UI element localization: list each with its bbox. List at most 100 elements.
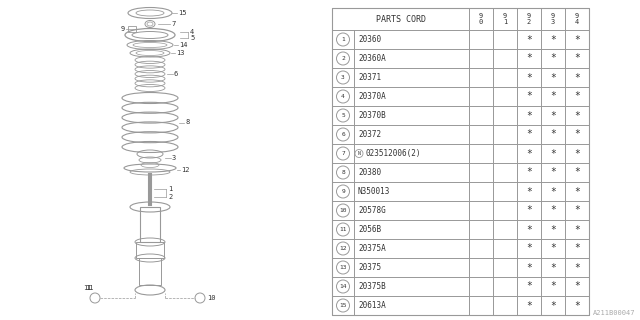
Bar	[541, 125, 565, 144]
Text: 12: 12	[339, 246, 347, 251]
Bar	[354, 182, 469, 201]
Bar	[332, 8, 469, 30]
Text: *: *	[574, 148, 580, 158]
Text: *: *	[550, 205, 556, 215]
Bar	[469, 182, 493, 201]
Text: 14: 14	[179, 42, 188, 48]
Text: 11: 11	[83, 285, 92, 291]
Bar	[493, 106, 517, 125]
Bar	[493, 277, 517, 296]
Bar	[541, 144, 565, 163]
Bar	[469, 163, 493, 182]
Bar	[517, 30, 541, 49]
Text: 15: 15	[339, 303, 347, 308]
Text: *: *	[526, 300, 532, 310]
Text: 6: 6	[174, 71, 179, 77]
Bar	[517, 49, 541, 68]
Bar	[565, 87, 589, 106]
Bar	[354, 258, 469, 277]
Bar	[565, 8, 589, 30]
Bar	[565, 201, 589, 220]
Bar	[517, 239, 541, 258]
Bar	[354, 277, 469, 296]
Text: *: *	[550, 225, 556, 235]
Bar	[469, 87, 493, 106]
Text: *: *	[574, 244, 580, 253]
Bar	[517, 125, 541, 144]
Text: 1: 1	[341, 37, 345, 42]
Text: 2056B: 2056B	[358, 225, 381, 234]
Text: 6: 6	[341, 132, 345, 137]
Text: *: *	[526, 73, 532, 83]
Bar	[565, 296, 589, 315]
Text: *: *	[550, 35, 556, 44]
Text: 10: 10	[207, 295, 216, 301]
Text: 15: 15	[178, 10, 186, 16]
Text: *: *	[574, 35, 580, 44]
Bar	[332, 258, 354, 277]
Bar	[541, 182, 565, 201]
Bar	[332, 30, 354, 49]
Bar	[541, 8, 565, 30]
Bar	[332, 106, 354, 125]
Bar	[565, 30, 589, 49]
Text: *: *	[526, 92, 532, 101]
Text: *: *	[526, 110, 532, 121]
Text: *: *	[574, 187, 580, 196]
Bar	[565, 239, 589, 258]
Text: *: *	[550, 262, 556, 273]
Text: *: *	[550, 282, 556, 292]
Text: 4: 4	[341, 94, 345, 99]
Bar	[517, 220, 541, 239]
Bar	[332, 87, 354, 106]
Bar	[128, 26, 136, 32]
Bar	[354, 144, 469, 163]
Text: 10: 10	[339, 208, 347, 213]
Bar	[332, 49, 354, 68]
Text: *: *	[574, 205, 580, 215]
Bar	[541, 220, 565, 239]
Text: 023512006(2): 023512006(2)	[365, 149, 420, 158]
Text: 4: 4	[190, 29, 195, 35]
Text: 9: 9	[341, 189, 345, 194]
Text: *: *	[526, 187, 532, 196]
Text: 8: 8	[341, 170, 345, 175]
Bar	[541, 106, 565, 125]
Text: N350013: N350013	[358, 187, 390, 196]
Bar	[541, 87, 565, 106]
Bar	[354, 87, 469, 106]
Text: PARTS CORD: PARTS CORD	[376, 14, 426, 23]
Text: 3: 3	[341, 75, 345, 80]
Text: 9
2: 9 2	[527, 13, 531, 25]
Bar	[332, 277, 354, 296]
Bar	[517, 201, 541, 220]
Bar	[469, 106, 493, 125]
Bar	[565, 258, 589, 277]
Bar	[565, 68, 589, 87]
Bar	[332, 239, 354, 258]
Text: *: *	[574, 300, 580, 310]
Bar	[140, 207, 160, 242]
Bar	[565, 106, 589, 125]
Bar	[332, 220, 354, 239]
Text: *: *	[550, 130, 556, 140]
Bar	[332, 163, 354, 182]
Bar	[517, 87, 541, 106]
Bar	[493, 163, 517, 182]
Bar	[565, 49, 589, 68]
Bar	[469, 30, 493, 49]
Bar	[136, 242, 164, 258]
Text: *: *	[574, 73, 580, 83]
Text: *: *	[574, 262, 580, 273]
Text: 20375: 20375	[358, 263, 381, 272]
Text: 14: 14	[339, 284, 347, 289]
Text: 11: 11	[339, 227, 347, 232]
Text: *: *	[526, 282, 532, 292]
Bar	[354, 106, 469, 125]
Bar	[493, 125, 517, 144]
Text: *: *	[574, 225, 580, 235]
Bar	[541, 239, 565, 258]
Text: 20360A: 20360A	[358, 54, 386, 63]
Bar	[354, 30, 469, 49]
Bar	[517, 68, 541, 87]
